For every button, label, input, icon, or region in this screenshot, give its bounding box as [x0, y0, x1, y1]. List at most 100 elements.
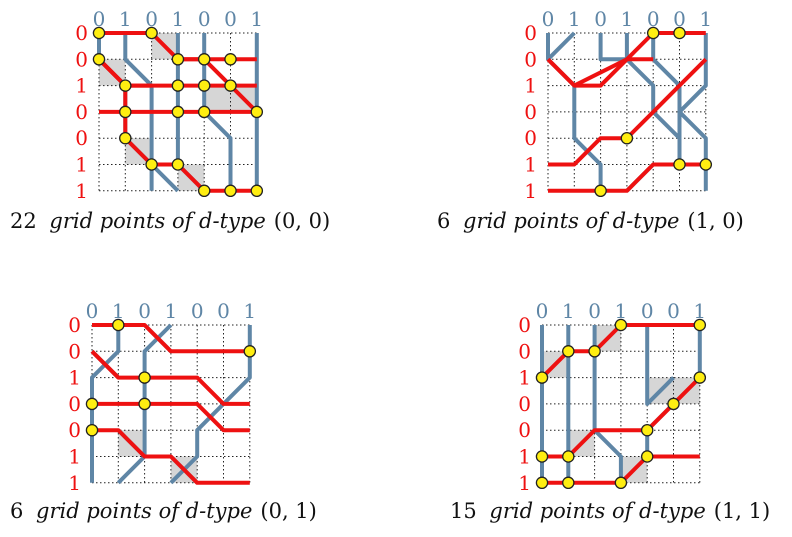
left-digit: 0: [68, 418, 81, 442]
caption: 6 grid points of d-type (0, 1): [10, 499, 317, 523]
red-path: [542, 454, 700, 485]
grid-point: [197, 105, 211, 119]
top-digit: 1: [562, 299, 575, 323]
grid-point: [667, 397, 680, 411]
top-digit: 0: [536, 299, 549, 323]
left-digit: 0: [524, 100, 537, 124]
left-digit: 0: [518, 392, 531, 416]
top-digit: 0: [673, 7, 686, 31]
grid-point: [119, 131, 132, 145]
left-digit: 0: [518, 339, 531, 363]
grid-point: [171, 158, 185, 171]
caption: 15 grid points of d-type (1, 1): [450, 499, 770, 523]
grid-point: [119, 79, 132, 92]
grid-point: [699, 158, 713, 171]
top-digit: 0: [641, 299, 654, 323]
top-digit: 1: [172, 7, 185, 31]
blue-path: [625, 57, 681, 140]
grid-point: [119, 105, 132, 119]
grid-point: [145, 158, 158, 171]
left-digit: 0: [518, 418, 531, 442]
grid-point: [145, 26, 158, 40]
grid-point: [640, 423, 654, 437]
caption-type: (1, 0): [687, 209, 743, 233]
grid-point: [640, 450, 654, 463]
grid-point: [138, 371, 151, 384]
top-digit: 1: [119, 7, 132, 31]
top-digit: 0: [647, 7, 660, 31]
blue-path: [592, 325, 623, 483]
caption-count: 6: [10, 499, 30, 523]
grid-point: [588, 345, 601, 358]
grid-point: [535, 450, 549, 463]
blue-path: [202, 33, 233, 191]
top-digit: 1: [615, 299, 628, 323]
top-digit: 0: [145, 7, 158, 31]
blue-path: [598, 33, 629, 62]
left-digit: 0: [75, 21, 88, 45]
left-digit: 0: [524, 126, 537, 150]
top-digit: 1: [250, 7, 263, 31]
grid-point: [92, 53, 106, 66]
caption-count: 6: [437, 209, 457, 233]
left-digit: 0: [524, 47, 537, 71]
grid-point: [250, 184, 264, 198]
left-digit: 1: [75, 74, 88, 98]
grid-point: [646, 26, 660, 40]
red-path: [90, 349, 250, 406]
grid-point: [197, 184, 211, 198]
caption-type: (0, 0): [274, 209, 330, 233]
top-digit: 0: [86, 299, 99, 323]
grid-point: [85, 423, 99, 437]
grid-point: [562, 345, 575, 358]
red-path: [92, 428, 250, 485]
left-digit: 0: [518, 313, 531, 337]
caption-count: 22: [10, 209, 43, 233]
blue-path: [651, 33, 708, 191]
top-digit: 1: [699, 7, 712, 31]
top-digit: 0: [667, 299, 680, 323]
left-digit: 1: [518, 366, 531, 390]
top-digit: 0: [93, 7, 106, 31]
grid-point: [535, 476, 549, 490]
left-digit: 1: [68, 445, 81, 469]
caption: 6 grid points of d-type (1, 0): [437, 209, 744, 233]
left-digit: 0: [524, 21, 537, 45]
left-digit: 0: [75, 47, 88, 71]
left-digit: 1: [524, 74, 537, 98]
grid-point: [92, 26, 106, 40]
caption: 22 grid points of d-type (0, 0): [10, 209, 330, 233]
grid-point: [171, 105, 185, 119]
red-path: [546, 57, 654, 88]
left-digit: 0: [68, 313, 81, 337]
grid-point: [224, 79, 237, 92]
caption-text: grid points of d-type: [489, 499, 705, 523]
grid-point: [112, 318, 125, 332]
caption-type: (0, 1): [260, 499, 316, 523]
left-digit: 1: [75, 153, 88, 177]
top-digit: 1: [165, 299, 178, 323]
top-digit: 0: [191, 299, 204, 323]
top-digit: 1: [112, 299, 125, 323]
grid-point: [673, 26, 686, 40]
grid-point: [171, 53, 185, 66]
grid-point: [224, 184, 237, 198]
left-digit: 0: [75, 100, 88, 124]
left-digit: 1: [518, 445, 531, 469]
grid-point: [594, 184, 607, 198]
grid-point: [620, 131, 634, 145]
blue-path: [645, 325, 675, 406]
left-digit: 0: [68, 392, 81, 416]
left-digit: 1: [524, 153, 537, 177]
grid-point: [250, 105, 264, 119]
grid-point: [197, 79, 211, 92]
grid-point: [243, 345, 257, 358]
grid-point: [85, 397, 99, 411]
red-path: [99, 31, 257, 62]
left-digit: 0: [68, 339, 81, 363]
top-digit: 1: [621, 7, 634, 31]
top-digit: 1: [693, 299, 706, 323]
